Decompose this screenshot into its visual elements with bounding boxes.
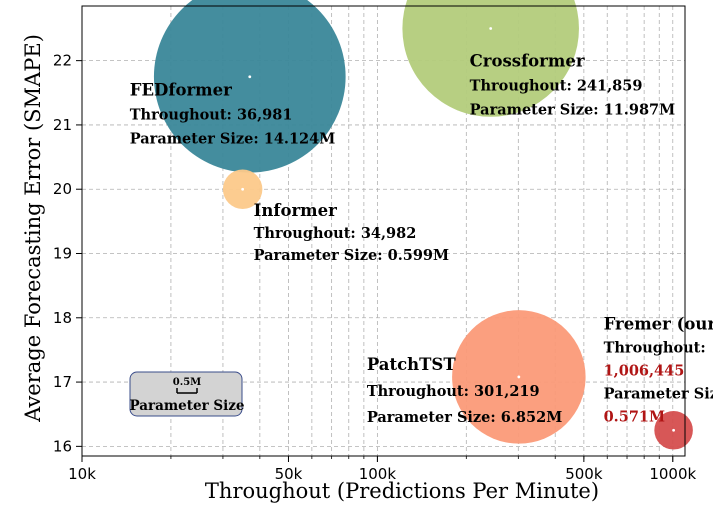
x-tick-label: 50k (275, 465, 303, 483)
bubble-crossformer (402, 0, 579, 117)
annotation-model-name: PatchTST (367, 355, 457, 374)
y-tick-label: 21 (53, 116, 72, 134)
annotations: Crossformer Throughout: 241,859 Parameter … (130, 52, 713, 426)
x-axis-label: Throughout (Predictions Per Minute) (205, 479, 599, 503)
x-tick-label: 100k (359, 465, 397, 483)
y-tick-label: 19 (53, 245, 72, 263)
annotation-highlight-value: 1,006,445 (604, 362, 685, 379)
annotation-detail: Parameter Size: 11.987M (470, 102, 676, 119)
annotation-detail: Parameter Size: (604, 385, 713, 402)
annotation-model-name: Informer (254, 201, 337, 220)
x-tick-label: 500k (565, 465, 603, 483)
annotation-highlight-value: 0.571M (604, 408, 665, 425)
y-tick-label: 20 (53, 180, 72, 198)
annotation-detail: Parameter Size: 14.124M (130, 131, 336, 148)
size-legend-scale-label: 0.5M (173, 377, 201, 388)
y-axis-label: Average Forecasting Error (SMAPE) (21, 34, 45, 423)
size-legend: 0.5M Parameter Size (129, 371, 245, 417)
ticks: 10k 50k 100k 500k 1000k 16 17 18 19 20 21 22 (53, 52, 697, 483)
annotation-detail: Throughout: 34,982 (254, 225, 417, 242)
annotation-detail: Throughout: 301,219 (367, 383, 540, 400)
annotation-detail: Throughout: (604, 339, 706, 356)
y-tick-label: 22 (53, 52, 72, 70)
annotation-detail: Parameter Size: 6.852M (367, 409, 562, 426)
bubble-center-dot (517, 375, 521, 379)
x-tick-label: 10k (68, 465, 96, 483)
plot-frame (81, 5, 686, 457)
bubble-center-dot (248, 75, 252, 79)
x-tick-label: 1000k (649, 465, 696, 483)
annotation-detail: Parameter Size: 0.599M (254, 247, 449, 264)
annotation-model-name: Crossformer (470, 52, 585, 71)
annotation-detail: Throughout: 241,859 (470, 78, 643, 95)
bubble-fedformer (153, 0, 346, 173)
annotation-detail: Throughout: 36,981 (130, 107, 293, 124)
y-tick-label: 18 (53, 309, 72, 327)
size-legend-box (129, 371, 243, 417)
bubble-center-dot (672, 428, 675, 432)
bubble-center-dot (489, 27, 493, 30)
y-tick-label: 17 (53, 373, 72, 391)
bubble-center-dot (241, 187, 245, 191)
annotation-model-name: FEDformer (130, 81, 232, 100)
y-tick-label: 16 (53, 437, 72, 455)
size-legend-title: Parameter Size (129, 398, 244, 414)
annotation-model-name: Fremer (ours) (604, 314, 713, 333)
bubbles (153, 0, 693, 450)
